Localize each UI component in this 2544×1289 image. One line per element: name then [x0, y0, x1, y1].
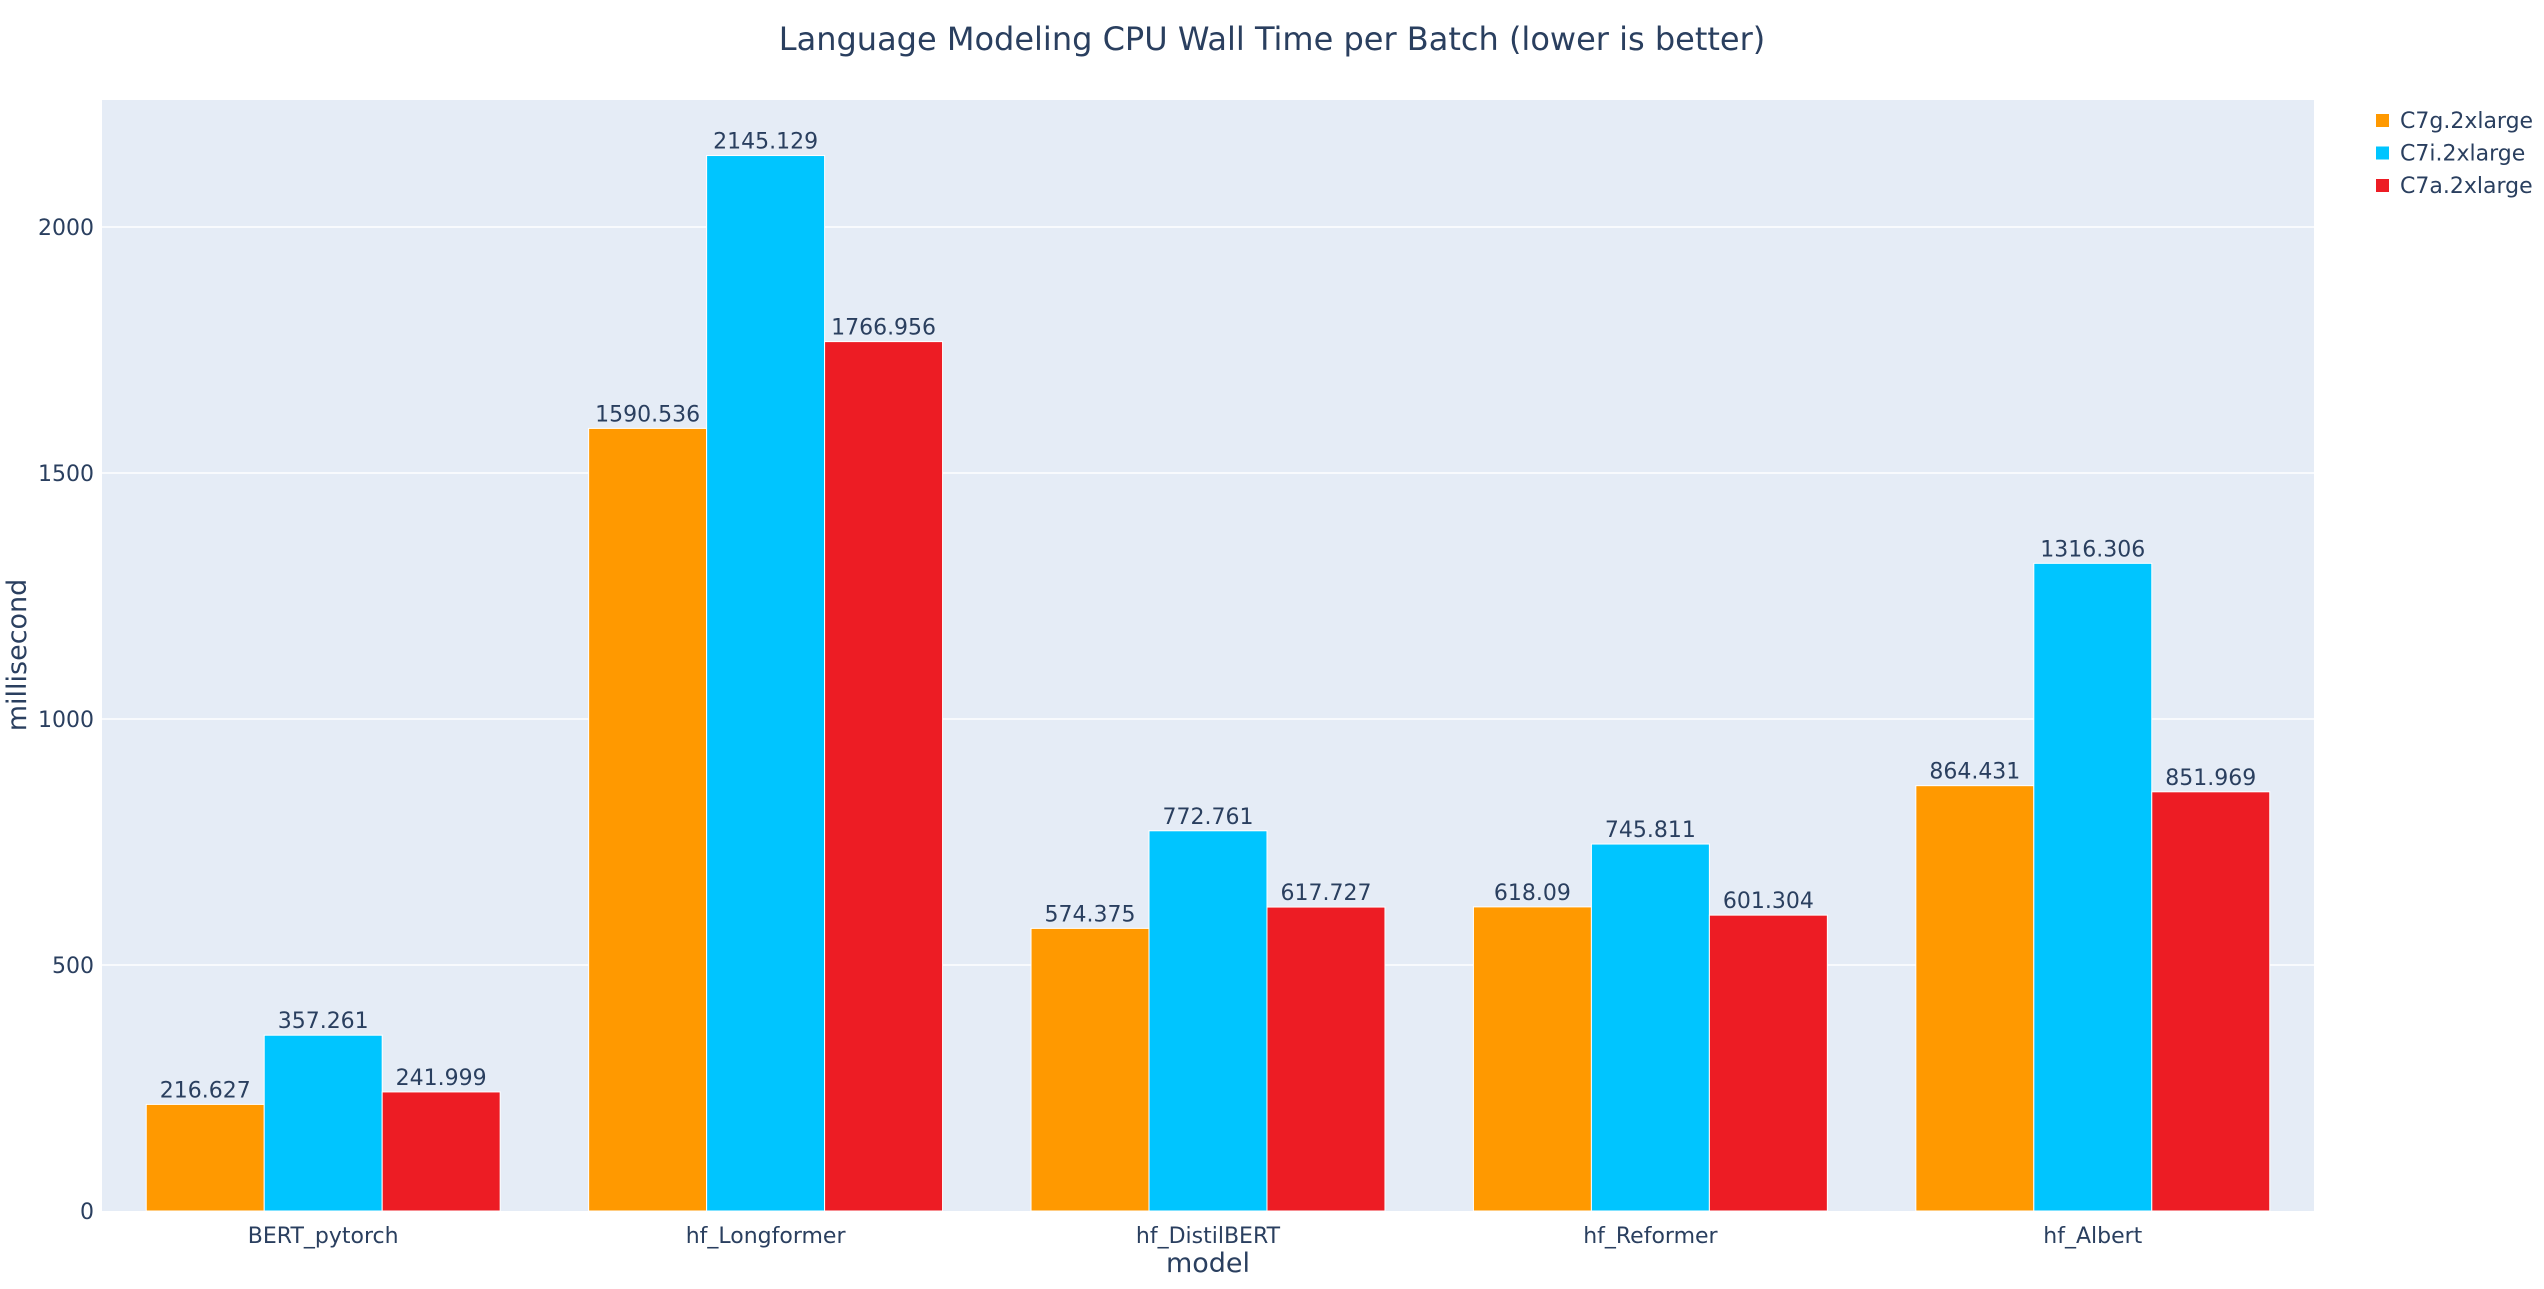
data-label: 851.969: [2165, 766, 2256, 791]
x-tick-label: hf_Reformer: [1583, 1224, 1718, 1249]
legend-item[interactable]: C7g.2xlarge: [2376, 109, 2533, 134]
bar-C7a.2xlarge-hf_DistilBERT[interactable]: [1266, 906, 1386, 1212]
bar-C7a.2xlarge-hf_Albert[interactable]: [2151, 791, 2271, 1212]
legend-swatch: [2376, 114, 2389, 127]
x-tick-label: hf_Albert: [2043, 1224, 2142, 1249]
legend-label: C7a.2xlarge: [2400, 174, 2533, 199]
data-label: 617.727: [1280, 881, 1371, 906]
legend-item[interactable]: C7i.2xlarge: [2376, 142, 2525, 167]
data-label: 574.375: [1045, 902, 1136, 927]
data-label: 357.261: [278, 1009, 369, 1034]
legend-item[interactable]: C7a.2xlarge: [2376, 174, 2533, 199]
legend-swatch: [2376, 179, 2389, 192]
y-tick-label: 1500: [38, 462, 94, 487]
data-label: 216.627: [160, 1078, 251, 1103]
data-label: 1316.306: [2040, 537, 2145, 562]
data-labels: 216.627 357.261 241.999 1590.536 2145.129 176…: [160, 130, 2257, 1104]
bar-C7a.2xlarge-hf_Reformer[interactable]: [1708, 914, 1828, 1212]
bar-C7i.2xlarge-hf_Reformer[interactable]: [1590, 843, 1710, 1212]
data-label: 772.761: [1163, 805, 1254, 830]
data-label: 864.431: [1929, 760, 2020, 785]
legend-label: C7g.2xlarge: [2400, 109, 2533, 134]
bar-C7g.2xlarge-hf_Longformer[interactable]: [588, 427, 708, 1212]
bar-C7i.2xlarge-hf_Longformer[interactable]: [706, 155, 826, 1212]
chart-title: Language Modeling CPU Wall Time per Batc…: [779, 20, 1765, 58]
y-tick-label: 0: [80, 1200, 94, 1225]
bar-C7g.2xlarge-BERT_pytorch[interactable]: [145, 1103, 265, 1212]
bar-C7g.2xlarge-hf_Reformer[interactable]: [1472, 906, 1592, 1212]
y-tick-label: 1000: [38, 708, 94, 733]
x-axis-title: model: [1166, 1248, 1250, 1279]
legend-swatch: [2376, 146, 2389, 160]
y-tick-label: 2000: [38, 216, 94, 241]
y-axis-title: millisecond: [2, 579, 33, 732]
data-label: 745.811: [1605, 818, 1696, 843]
data-label: 1766.956: [831, 316, 936, 341]
bar-C7i.2xlarge-hf_Albert[interactable]: [2033, 562, 2153, 1212]
bar-C7i.2xlarge-hf_DistilBERT[interactable]: [1148, 830, 1268, 1212]
bar-C7i.2xlarge-BERT_pytorch[interactable]: [263, 1034, 383, 1212]
data-label: 1590.536: [595, 402, 700, 427]
data-label: 241.999: [396, 1066, 487, 1091]
bars: [145, 155, 2271, 1212]
bar-C7a.2xlarge-hf_Longformer[interactable]: [824, 341, 944, 1212]
x-tick-label: hf_Longformer: [686, 1224, 847, 1249]
y-tick-label: 500: [52, 954, 94, 979]
data-label: 601.304: [1723, 889, 1814, 914]
y-axis-ticks: 0 500 1000 1500 2000: [38, 216, 94, 1225]
data-label: 2145.129: [713, 130, 818, 155]
data-label: 618.09: [1494, 881, 1571, 906]
x-axis-ticks: BERT_pytorch hf_Longformer hf_DistilBERT hf…: [248, 1224, 2143, 1249]
x-tick-label: hf_DistilBERT: [1136, 1224, 1281, 1249]
x-tick-label: BERT_pytorch: [248, 1224, 399, 1249]
legend-label: C7i.2xlarge: [2400, 142, 2525, 167]
bar-C7a.2xlarge-BERT_pytorch[interactable]: [381, 1091, 501, 1212]
bar-C7g.2xlarge-hf_DistilBERT[interactable]: [1030, 927, 1150, 1212]
legend[interactable]: C7g.2xlarge C7i.2xlarge C7a.2xlarge: [2376, 109, 2533, 199]
bar-C7g.2xlarge-hf_Albert[interactable]: [1915, 785, 2035, 1212]
